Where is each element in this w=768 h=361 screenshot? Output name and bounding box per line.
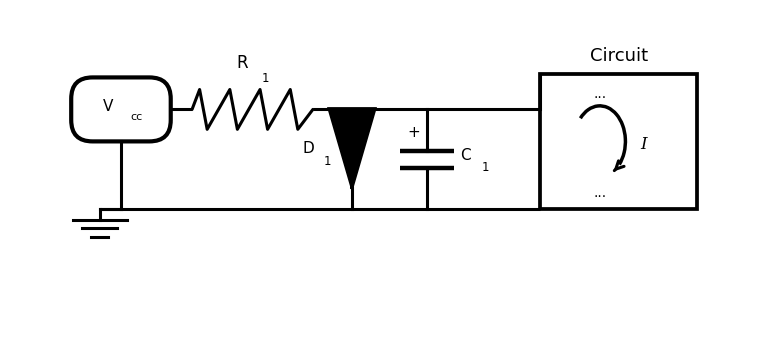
Text: 1: 1 xyxy=(262,71,269,84)
Text: +: + xyxy=(408,125,420,140)
Text: C: C xyxy=(461,148,471,163)
Bar xyxy=(541,74,697,209)
Polygon shape xyxy=(329,109,375,188)
Text: D: D xyxy=(302,141,314,156)
Text: R: R xyxy=(236,55,247,73)
Text: 1: 1 xyxy=(482,161,488,174)
Text: V: V xyxy=(103,99,114,114)
Text: ...: ... xyxy=(593,87,607,101)
Text: Circuit: Circuit xyxy=(590,47,647,65)
Text: cc: cc xyxy=(131,112,143,122)
Text: 1: 1 xyxy=(323,155,331,168)
Text: ...: ... xyxy=(593,186,607,200)
Text: I: I xyxy=(640,136,647,153)
